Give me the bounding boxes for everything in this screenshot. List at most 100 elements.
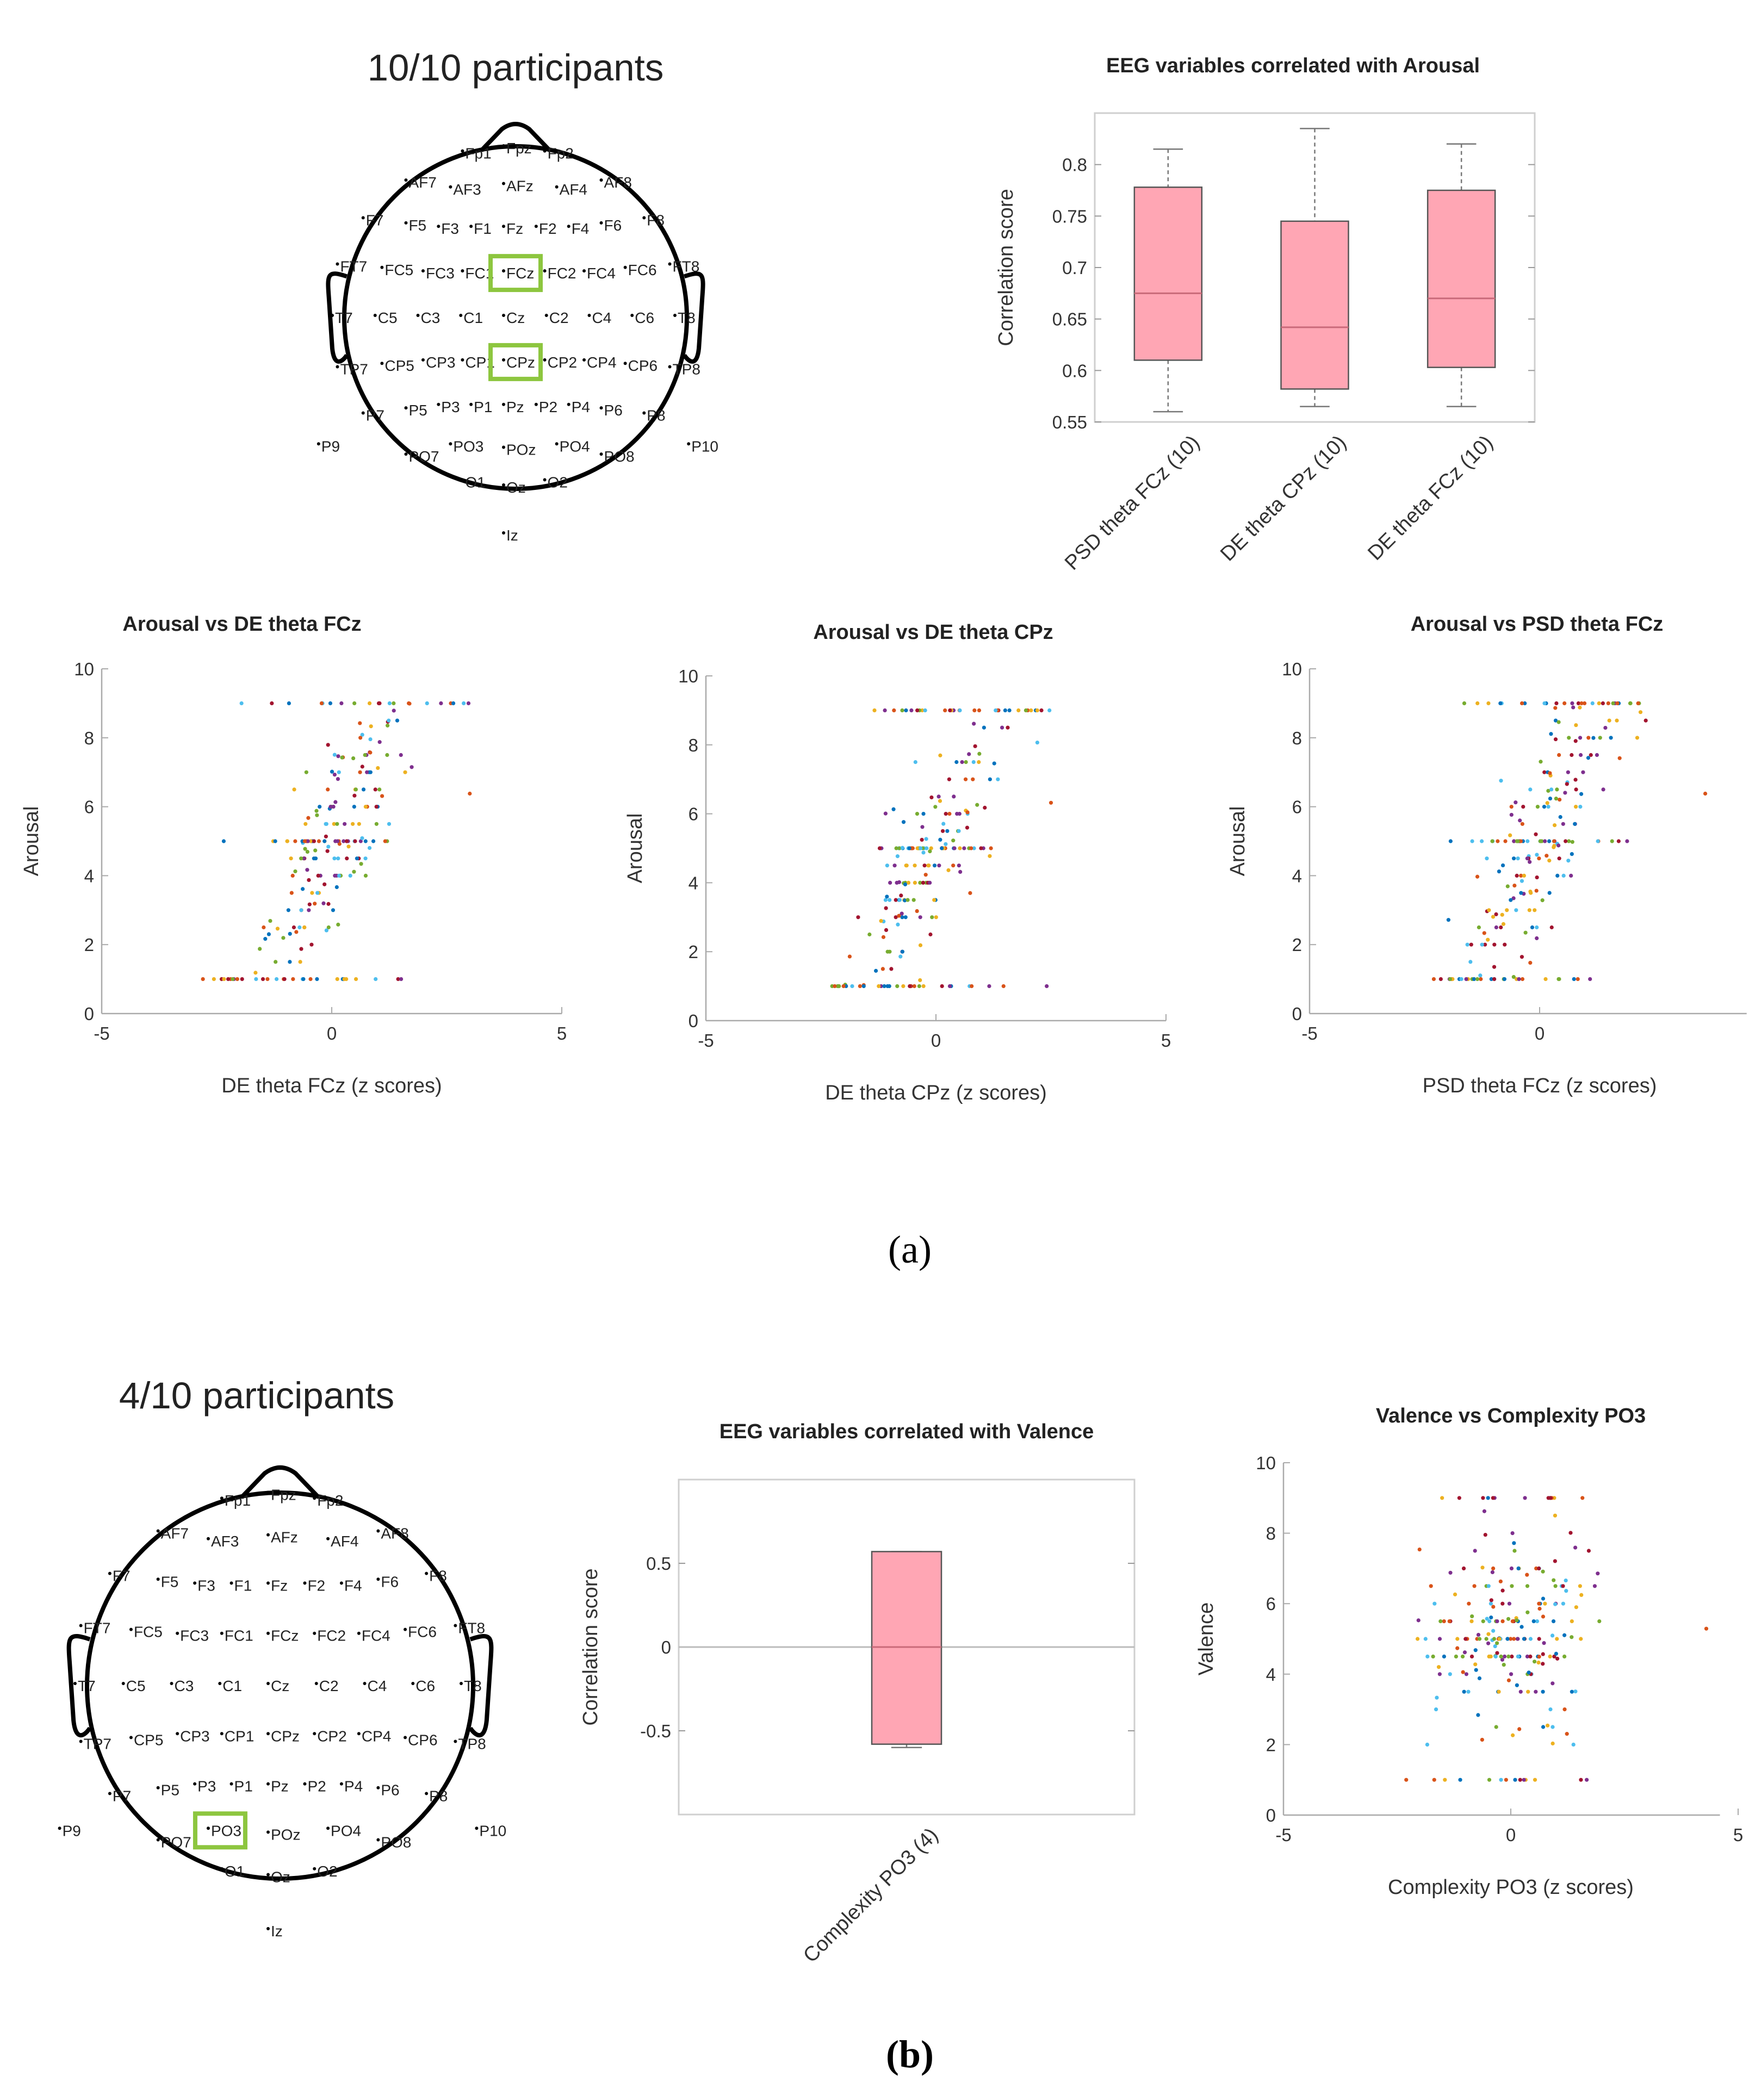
scatter-point [1536, 1660, 1541, 1665]
x-tick-label: 0 [327, 1023, 337, 1043]
scatter-point [355, 856, 359, 861]
scatter-point [937, 863, 941, 868]
electrode-label-tp8: TP8 [458, 1736, 486, 1753]
scatter-point [1579, 1778, 1583, 1782]
scatter-point [1437, 1672, 1442, 1676]
electrode-dot-f8 [642, 216, 646, 220]
scatter-point [395, 718, 400, 723]
scatter-point [1562, 1654, 1567, 1658]
scatter-point [1562, 1707, 1567, 1712]
scatter-point [337, 873, 342, 878]
scatter-point [1473, 1662, 1478, 1667]
scatter-point [1558, 797, 1562, 802]
scatter-point [1592, 1584, 1597, 1588]
electrode-dot-po3 [449, 442, 452, 446]
electrode-dot-o2 [543, 478, 547, 482]
scatter-point [885, 894, 889, 899]
scatter-point [281, 936, 286, 940]
electrode-dot-t8 [673, 314, 677, 317]
scatter-point [240, 977, 244, 981]
scatter-point [1519, 873, 1523, 878]
scatter-point [1495, 1619, 1499, 1624]
electrode-dot-fp1 [220, 1496, 224, 1500]
y-axis-label: Correlation score [995, 189, 1018, 346]
electrode-dot-po8 [599, 452, 603, 456]
scatter-point [1035, 708, 1039, 712]
electrode-dot-tp8 [668, 365, 672, 369]
scatter-point [1516, 856, 1520, 861]
scatter-point [1564, 839, 1568, 843]
electrode-label-iz: Iz [271, 1923, 283, 1940]
scatter-point [850, 984, 854, 989]
electrode-dot-f4 [339, 1581, 343, 1585]
scatter-point [462, 701, 466, 705]
electrode-label-p1: P1 [474, 399, 492, 415]
electrode-dot-c2 [314, 1682, 318, 1685]
scatter-point [957, 863, 961, 868]
scatter-point [921, 850, 926, 855]
scatter-point [466, 701, 471, 705]
scatter-point [340, 755, 344, 760]
scatter-point [1521, 805, 1525, 809]
scatter-point [374, 805, 379, 809]
electrode-label-fc3: FC3 [180, 1627, 209, 1644]
scatter-point [1490, 1570, 1494, 1575]
electrode-label-f6: F6 [381, 1573, 399, 1590]
electrode-dot-af3 [449, 185, 452, 189]
scatter-point [1597, 701, 1601, 705]
electrode-dot-f1 [469, 225, 473, 228]
scatter-point [884, 928, 889, 932]
scatter-point [938, 799, 942, 803]
scatter-point [1467, 1601, 1471, 1606]
scatter-point [1537, 1655, 1541, 1659]
electrode-dot-f3 [193, 1581, 197, 1585]
scatter-point [1511, 975, 1516, 979]
chart-title: Arousal vs DE theta CPz [813, 621, 1053, 644]
scatter-point [212, 977, 216, 981]
electrode-dot-f2 [534, 225, 538, 228]
scatter-point [1553, 1513, 1558, 1518]
scatter-point [1528, 787, 1533, 792]
electrode-dot-iz [502, 531, 505, 535]
scatter-point [1574, 787, 1578, 792]
scatter-point [335, 822, 339, 826]
x-tick-label: 5 [1161, 1030, 1171, 1051]
scatter-point [274, 977, 279, 981]
scatter-point [273, 839, 277, 843]
scatter-point [1561, 822, 1565, 826]
scatter-point [302, 839, 307, 843]
scatter-point [1578, 805, 1583, 809]
scatter-point [1543, 839, 1547, 843]
box-chart-arousal: EEG variables correlated with Arousal 0.5… [995, 54, 1536, 575]
scatter-point [856, 915, 860, 919]
scatter-point [1570, 1619, 1574, 1624]
scatter-point [1415, 1637, 1420, 1641]
electrode-label-t7: T7 [335, 309, 353, 326]
scatter-point [410, 765, 414, 769]
scatter-point [903, 915, 908, 919]
scatter-point [1494, 1725, 1498, 1729]
electrode-dot-cp1 [461, 358, 464, 362]
scatter-point [1438, 977, 1443, 981]
x-tick-label: -5 [698, 1030, 714, 1051]
electrode-label-pz: Pz [271, 1778, 289, 1795]
scatter-point [318, 805, 322, 809]
scatter-point [360, 836, 364, 841]
electrode-label-fc5: FC5 [134, 1624, 163, 1641]
electrode-dot-o1 [220, 1867, 224, 1871]
head-map-b-title: 4/10 participants [119, 1375, 394, 1416]
scatter-point [363, 873, 368, 878]
scatter-point [1511, 1733, 1515, 1737]
scatter-point [971, 760, 976, 765]
electrode-dot-fc4 [582, 269, 586, 273]
scatter-point [403, 770, 407, 774]
scatter-point [897, 898, 902, 902]
electrode-dot-p2 [303, 1782, 307, 1786]
scatter-point [1518, 1689, 1523, 1694]
scatter-point [965, 825, 970, 830]
scatter-point [1578, 1584, 1582, 1588]
electrode-label-p4: P4 [572, 399, 590, 415]
scatter-point [1519, 891, 1523, 895]
scatter-point [1578, 736, 1583, 740]
scatter-point [1495, 1651, 1499, 1655]
